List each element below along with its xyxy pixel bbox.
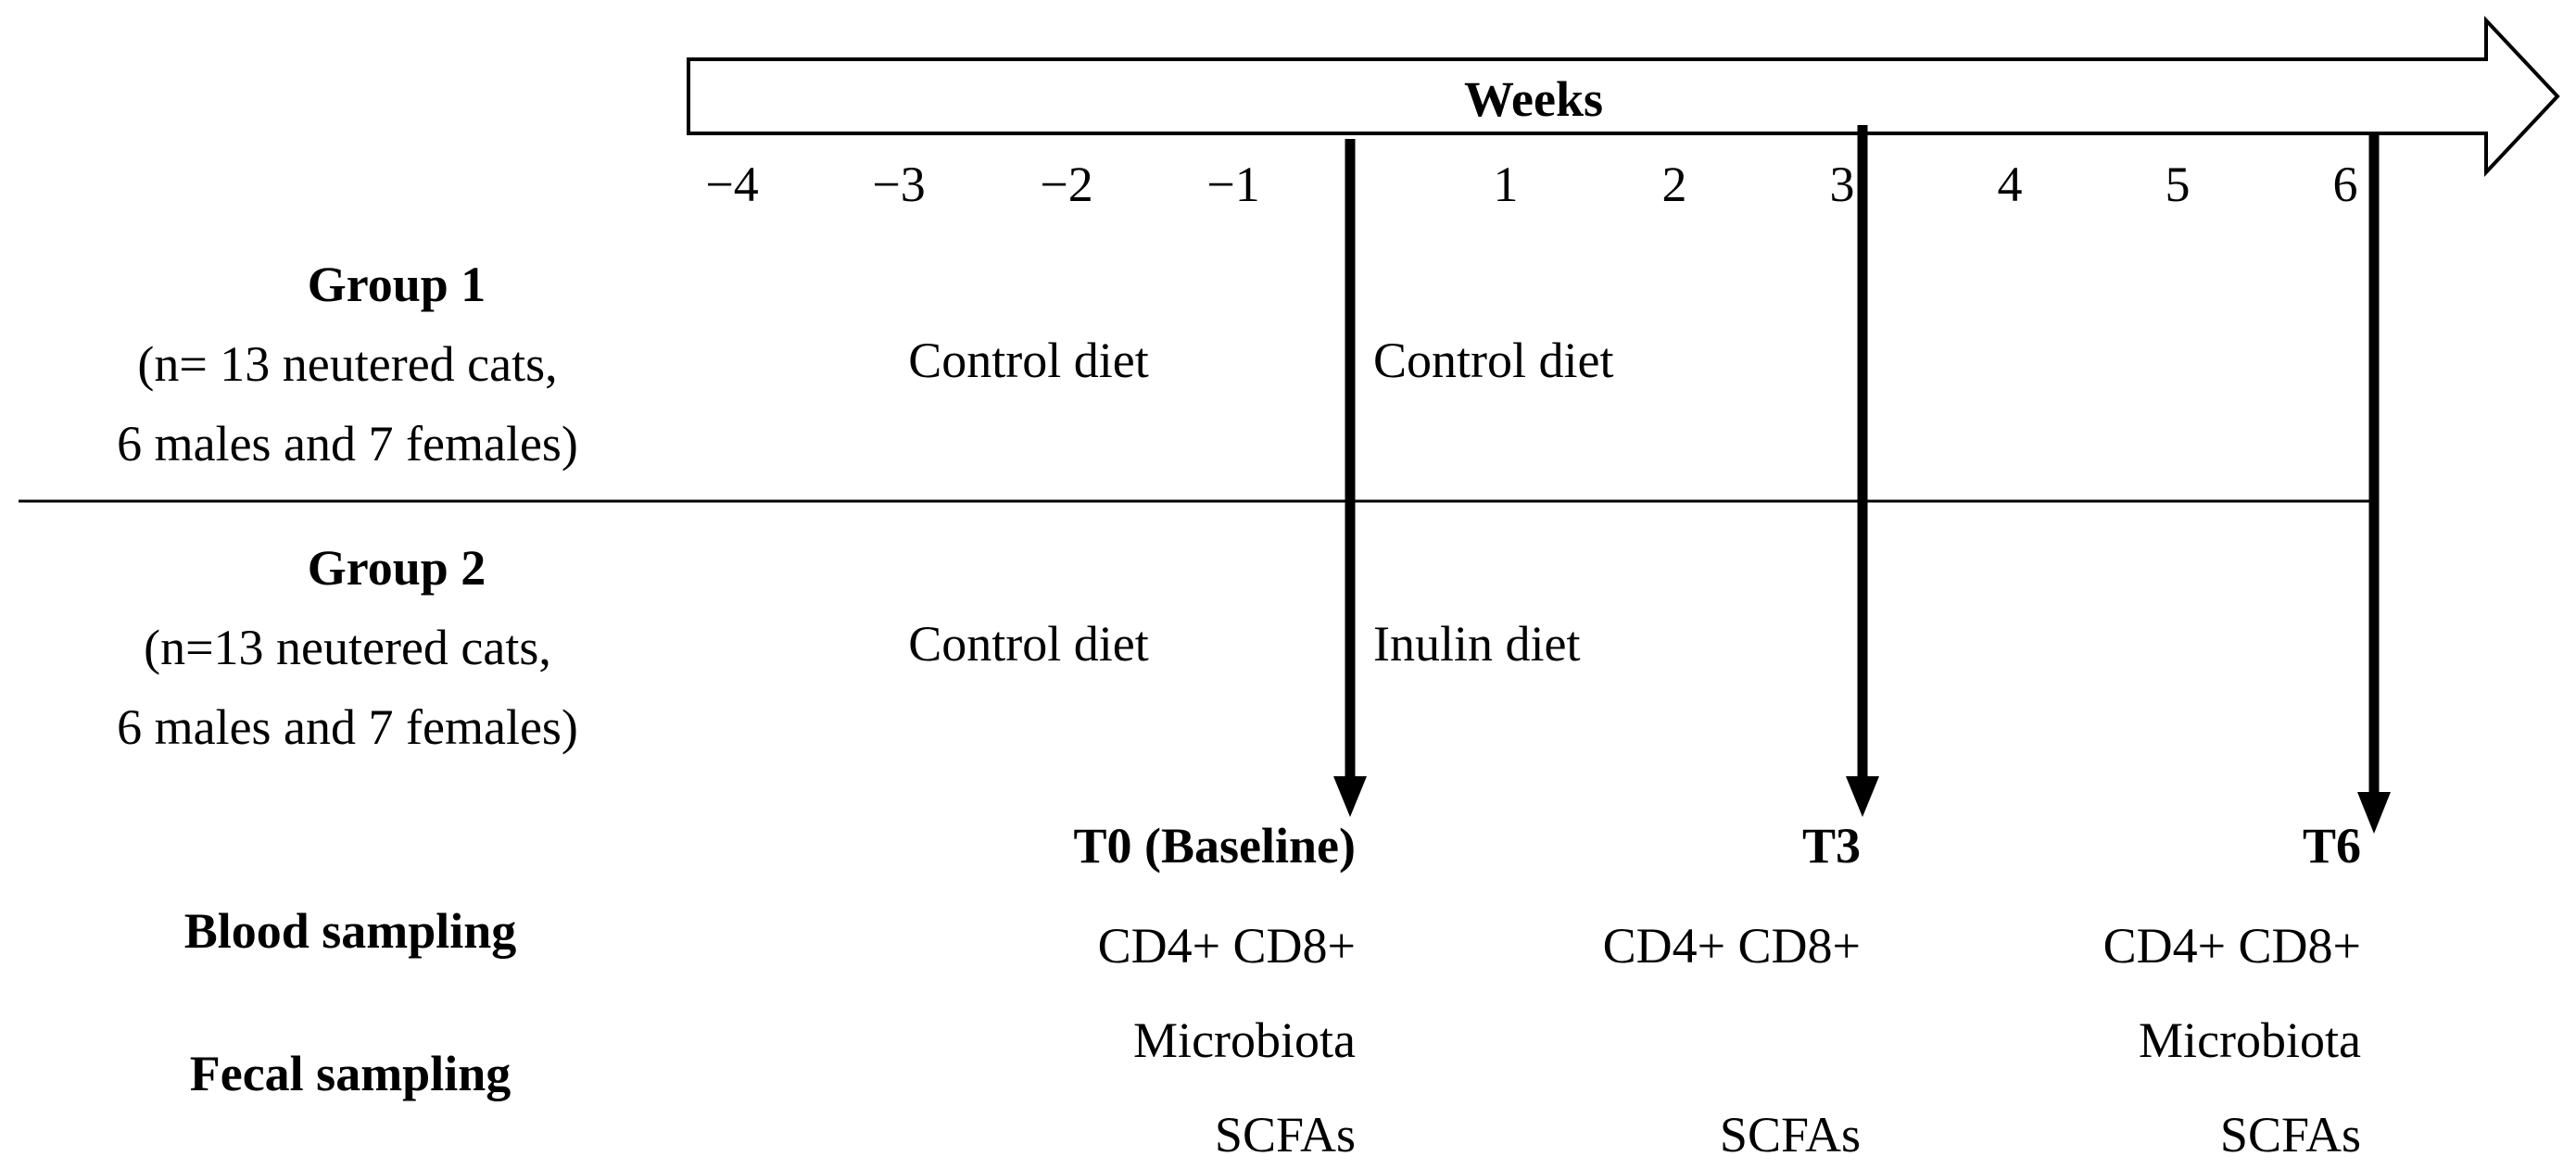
- week-tick-label: 1: [1493, 157, 1519, 212]
- week-tick-label: 4: [1997, 157, 2023, 212]
- t6-blood-value: CD4+ CD8+: [2102, 918, 2361, 974]
- group-2-post-diet: Inulin diet: [1373, 616, 1581, 672]
- group-1-desc-line-1: (n= 13 neutered cats,: [137, 336, 558, 392]
- t3-sampling-arrow: [1846, 125, 1879, 817]
- group-2-desc-line-2: 6 males and 7 females): [117, 699, 578, 755]
- weeks-axis-title: Weeks: [1463, 71, 1604, 127]
- week-tick-label: 2: [1661, 157, 1687, 212]
- t6-sampling-arrow: [2357, 134, 2391, 834]
- week-tick-label: −2: [1040, 157, 1093, 212]
- timepoint-t6-label: T6: [2302, 818, 2361, 874]
- t6-fecal-microbiota: Microbiota: [2139, 1012, 2361, 1068]
- t0-blood-value: CD4+ CD8+: [1097, 918, 1356, 974]
- week-tick-label: −1: [1206, 157, 1260, 212]
- week-tick-label: −4: [705, 157, 759, 212]
- t0-fecal-scfas: SCFAs: [1214, 1107, 1356, 1163]
- group-2-title: Group 2: [307, 540, 486, 596]
- group-1-pre-diet: Control diet: [908, 333, 1149, 388]
- fecal-sampling-label: Fecal sampling: [189, 1046, 511, 1101]
- t0-sampling-arrow: [1333, 139, 1367, 817]
- blood-sampling-label: Blood sampling: [183, 903, 517, 959]
- week-tick-label: 6: [2332, 157, 2358, 212]
- week-tick-label: 5: [2165, 157, 2191, 212]
- week-tick-label: −3: [872, 157, 926, 212]
- group-1-desc-line-2: 6 males and 7 females): [117, 416, 578, 471]
- group-2-desc-line-1: (n=13 neutered cats,: [144, 620, 551, 675]
- weeks-timeline-arrow: [687, 15, 2560, 178]
- t3-fecal-scfas: SCFAs: [1719, 1107, 1861, 1163]
- t6-fecal-scfas: SCFAs: [2219, 1107, 2361, 1163]
- timepoint-t0-label: T0 (Baseline): [1073, 818, 1357, 874]
- group-2-pre-diet: Control diet: [908, 616, 1149, 672]
- week-tick-label: 3: [1829, 157, 1855, 212]
- t3-blood-value: CD4+ CD8+: [1602, 918, 1861, 974]
- group-1-post-diet: Control diet: [1373, 333, 1614, 388]
- t0-fecal-microbiota: Microbiota: [1133, 1012, 1356, 1068]
- group-1-title: Group 1: [307, 257, 486, 312]
- timepoint-t3-label: T3: [1801, 818, 1861, 874]
